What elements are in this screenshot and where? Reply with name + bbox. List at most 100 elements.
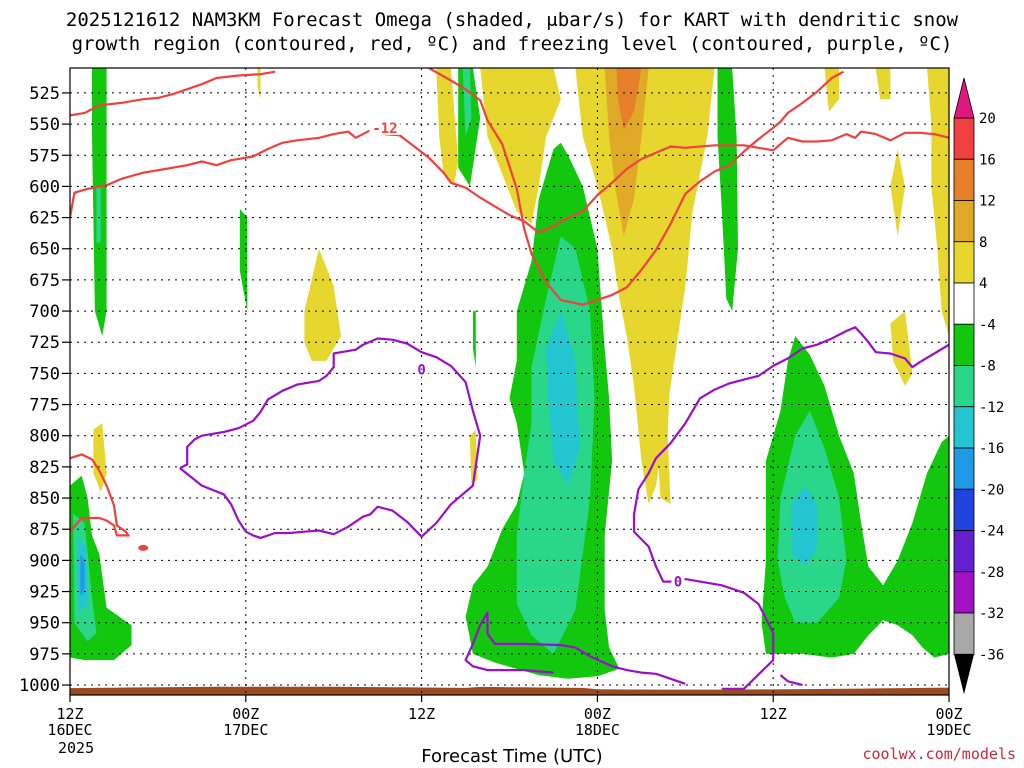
x-tick-date-3: 18DEC	[575, 721, 620, 739]
y-tick-label-725: 725	[29, 333, 60, 353]
y-tick-label-925: 925	[29, 583, 60, 603]
omega-region-21	[616, 68, 642, 131]
isotherm-label-bg-0	[369, 118, 401, 135]
isotherm-label-5: 0	[674, 575, 682, 591]
y-tick-label-825: 825	[29, 458, 60, 478]
colorbar-band-12	[953, 612, 975, 655]
colorbar-band-3	[953, 241, 975, 284]
plot-frame	[69, 67, 950, 696]
y-tick-label-950: 950	[29, 614, 60, 634]
colorbar-label-8: -16	[979, 441, 1004, 457]
x-tick-label-5: 00Z	[935, 705, 962, 723]
colorbar-band-9	[953, 488, 975, 531]
colorbar-band-4	[953, 282, 975, 325]
colorbar-band-11	[953, 571, 975, 614]
isotherm-label-4: 0	[417, 363, 425, 379]
colorbar-band-1	[953, 158, 975, 201]
colorbar-band-0	[953, 117, 975, 160]
omega-region-7	[458, 68, 481, 187]
chart-title-line-2: growth region (contoured, red, ºC) and f…	[71, 33, 953, 55]
isotherm-line-0	[70, 129, 949, 234]
colorbar-label-5: -4	[979, 317, 996, 333]
colorbar-label-9: -20	[979, 482, 1004, 498]
omega-region-28	[875, 68, 891, 100]
colorbar-label-3: 8	[979, 235, 987, 251]
colorbar-band-10	[953, 530, 975, 573]
omega-region-22	[653, 298, 671, 505]
y-tick-label-550: 550	[29, 115, 60, 135]
y-tick-label-1000: 1000	[19, 676, 60, 696]
red-contour-blob	[138, 544, 149, 551]
colorbar-band-7	[953, 406, 975, 449]
omega-region-23	[257, 68, 261, 100]
omega-region-13	[717, 68, 738, 312]
omega-region-9	[472, 311, 476, 368]
omega-colorbar: 20 16 12 8 4 -4 -8 -12 -16 -20 -24 -28 -32 -36	[953, 77, 1004, 695]
y-tick-label-975: 975	[29, 645, 60, 665]
y-tick-label-875: 875	[29, 520, 60, 540]
contour-labels: -12 0 0	[369, 118, 685, 591]
terrain-ground	[70, 686, 949, 695]
chart-title-line-1: 2025121612 NAM3KM Forecast Omega (shaded…	[65, 9, 959, 31]
x-axis-label: Forecast Time (UTC)	[421, 746, 603, 767]
x-tick-date-0: 16DEC	[47, 721, 92, 739]
y-tick-label-525: 525	[29, 84, 60, 104]
y-tick-label-625: 625	[29, 209, 60, 229]
y-tick-label-700: 700	[29, 302, 60, 322]
credit-link[interactable]: coolwx.com/models	[862, 745, 1016, 763]
x-tick-label-2: 12Z	[408, 705, 435, 723]
colorbar-label-11: -28	[979, 565, 1004, 581]
colorbar-label-4: 4	[979, 276, 987, 292]
colorbar-label-0: 20	[979, 111, 996, 127]
isotherm-line-2	[428, 68, 845, 306]
omega-region-5	[80, 554, 85, 596]
omega-region-17	[436, 68, 459, 187]
ground-fill	[70, 686, 949, 695]
isotherm-line-7	[779, 674, 803, 687]
isotherm-line-6	[632, 326, 949, 690]
isotherm-contours	[70, 68, 949, 690]
omega-region-19	[575, 68, 715, 505]
x-tick-label-3: 00Z	[584, 705, 611, 723]
isotherm-label-bg-5	[671, 572, 685, 589]
x-tick-year-0: 2025	[58, 739, 94, 757]
colorbar-label-10: -24	[979, 524, 1004, 540]
x-tick-label-0: 12Z	[56, 705, 83, 723]
y-tick-label-600: 600	[29, 177, 60, 197]
y-tick-label-800: 800	[29, 427, 60, 447]
y-tick-label-900: 900	[29, 551, 60, 571]
y-tick-label-775: 775	[29, 396, 60, 416]
omega-region-25	[93, 423, 107, 492]
colorbar-band-8	[953, 447, 975, 490]
omega-region-12	[546, 311, 580, 486]
omega-shading	[70, 68, 949, 679]
omega-region-31	[927, 68, 949, 336]
x-tick-label-4: 12Z	[760, 705, 787, 723]
isotherm-label-bg-4	[415, 360, 429, 377]
isotherm-label-0: -12	[372, 121, 397, 137]
omega-region-27	[824, 68, 840, 112]
colorbar-label-6: -8	[979, 359, 996, 375]
colorbar-band-2	[953, 200, 975, 243]
colorbar-label-12: -32	[979, 606, 1004, 622]
colorbar-label-7: -12	[979, 400, 1004, 416]
omega-region-16	[790, 485, 818, 567]
y-tick-label-750: 750	[29, 364, 60, 384]
x-tick-label-1: 00Z	[232, 705, 259, 723]
colorbar-label-13: -36	[979, 647, 1004, 663]
x-tick-date-5: 19DEC	[926, 721, 971, 739]
omega-region-29	[890, 149, 905, 237]
colorbar-band-6	[953, 365, 975, 408]
omega-region-8	[462, 68, 472, 137]
y-tick-label-650: 650	[29, 240, 60, 260]
isotherm-line-3	[70, 453, 130, 537]
isotherm-line-4	[179, 337, 482, 540]
y-tick-label-850: 850	[29, 489, 60, 509]
colorbar-band-5	[953, 323, 975, 366]
y-tick-label-675: 675	[29, 271, 60, 291]
colorbar-label-2: 12	[979, 194, 996, 210]
omega-region-24	[304, 248, 341, 361]
colorbar-bottom-arrow	[954, 654, 974, 695]
